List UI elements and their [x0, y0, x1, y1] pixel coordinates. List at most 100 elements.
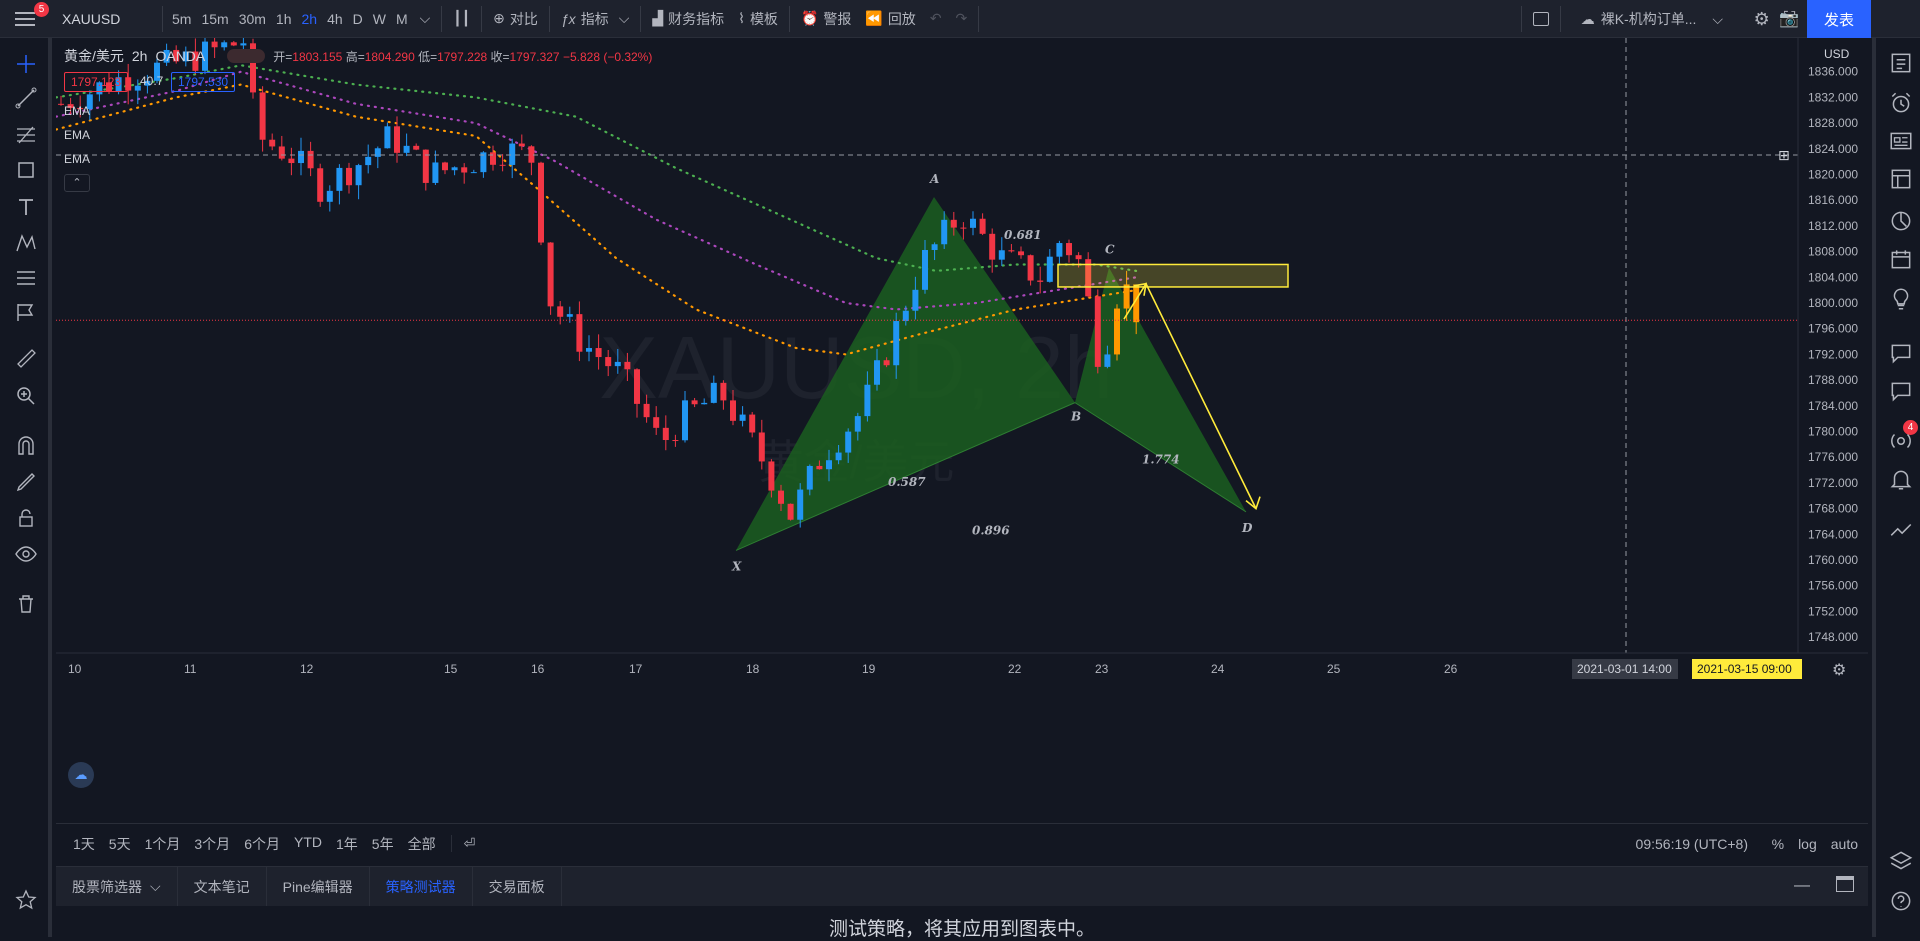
axis-settings-gear-icon[interactable]: ⚙ — [1832, 660, 1846, 679]
ema-label-3[interactable]: EMA — [64, 152, 91, 166]
timeframe-6[interactable]: 1年 — [335, 835, 358, 852]
trend-line-icon[interactable] — [14, 86, 38, 110]
ideas-bulb-icon[interactable] — [1888, 286, 1914, 312]
bid-price-box[interactable]: 1797.123 — [64, 72, 129, 92]
log-scale-toggle[interactable]: log — [1798, 835, 1817, 852]
news-icon[interactable] — [1888, 128, 1914, 154]
interval-4h[interactable]: 4h — [327, 10, 343, 27]
legend-symbol-name[interactable]: 黄金/美元 — [64, 48, 124, 64]
timeframe-2[interactable]: 1个月 — [144, 835, 181, 852]
text-icon[interactable] — [14, 195, 38, 219]
main-menu-button[interactable]: 5 — [0, 0, 50, 38]
pattern-icon[interactable] — [14, 231, 38, 255]
lock-icon[interactable] — [14, 506, 38, 530]
fib-icon[interactable] — [14, 123, 38, 147]
maximize-panel-button[interactable] — [1836, 876, 1854, 892]
ema-line-2[interactable] — [56, 70, 1138, 311]
financials-button[interactable]: ▟ 财务指标 — [652, 10, 725, 27]
eye-icon[interactable] — [14, 542, 38, 566]
clock-display[interactable]: 09:56:19 (UTC+8) — [1635, 835, 1748, 852]
ask-price-box[interactable]: 1797.530 — [171, 72, 236, 92]
layout-name-button[interactable]: ☁ 裸K-机构订单... ⌵ — [1580, 10, 1723, 28]
trash-icon[interactable] — [14, 592, 38, 616]
interval-dropdown[interactable]: ⌵ — [419, 10, 431, 26]
auto-scale-toggle[interactable]: auto — [1830, 835, 1858, 852]
ema-label-2[interactable]: EMA — [64, 128, 91, 142]
timeframe-8[interactable]: 全部 — [407, 835, 436, 852]
ema-line-1[interactable] — [56, 64, 1138, 273]
watchlist-icon[interactable] — [1888, 50, 1914, 76]
interval-30m[interactable]: 30m — [238, 10, 266, 27]
tab-text-notes[interactable]: 文本笔记 — [178, 867, 267, 906]
compare-button[interactable]: ⊕ 对比 — [493, 10, 538, 27]
hotlist-icon[interactable] — [1888, 208, 1914, 234]
pencil-lock-icon[interactable] — [14, 470, 38, 494]
timeframe-3[interactable]: 3个月 — [194, 835, 231, 852]
interval-1h[interactable]: 1h — [275, 10, 292, 27]
calendar-icon[interactable] — [1888, 246, 1914, 272]
star-icon[interactable] — [14, 888, 38, 912]
timeframe-7[interactable]: 5年 — [371, 835, 394, 852]
undo-button[interactable]: ↶ — [929, 10, 942, 26]
timeframe-1[interactable]: 5天 — [108, 835, 131, 852]
alarm-clock-icon[interactable] — [1888, 90, 1914, 116]
magnet-icon[interactable] — [14, 434, 38, 458]
timeframe-5[interactable]: YTD — [293, 833, 322, 850]
drawing-toolbar — [0, 38, 52, 937]
crosshair-icon[interactable] — [14, 52, 38, 76]
chat-icon[interactable] — [1888, 340, 1914, 366]
rectangle-icon[interactable] — [14, 158, 38, 182]
layout-select-button[interactable] — [1526, 0, 1556, 38]
interval-5m[interactable]: 5m — [172, 10, 192, 27]
icons-flag-icon[interactable] — [14, 300, 38, 324]
zoom-icon[interactable] — [14, 384, 38, 408]
add-alert-plus-icon[interactable]: ⊞ — [1778, 148, 1790, 164]
candle — [163, 43, 170, 66]
pattern-xab-triangle[interactable] — [736, 197, 1075, 551]
redo-button[interactable]: ↷ — [955, 10, 968, 26]
ema-line-3[interactable] — [56, 83, 1138, 356]
interval-D[interactable]: D — [352, 10, 363, 27]
notifications-bell-icon[interactable] — [1888, 466, 1914, 492]
layers-icon[interactable] — [1888, 848, 1914, 874]
chart-type-button[interactable]: ┃┃ — [446, 0, 477, 38]
fullscreen-button[interactable]: ⛶ — [1777, 0, 1802, 38]
price-axis[interactable] — [1798, 38, 1868, 798]
ruler-icon[interactable] — [14, 346, 38, 370]
tab-trading-panel[interactable]: 交易面板 — [473, 867, 562, 906]
data-window-icon[interactable] — [1888, 166, 1914, 192]
price-chart[interactable]: XAUUSD, 2h 黄金/美元 XABCD0.5870.6811.7740.8… — [56, 38, 1868, 798]
publish-button[interactable]: 发表 — [1807, 0, 1871, 38]
minimize-panel-button[interactable]: — — [1794, 877, 1810, 895]
date-range-button[interactable]: ⏎ — [450, 835, 483, 852]
interval-2h[interactable]: 2h — [301, 10, 318, 27]
tab-strategy-tester[interactable]: 策略测试器 — [370, 867, 473, 906]
tradingview-logo-icon[interactable]: ☁ — [68, 762, 94, 788]
candle — [787, 503, 794, 521]
interval-M[interactable]: M — [396, 10, 408, 27]
tab-stock-screener[interactable]: 股票筛选器 ⌵ — [56, 867, 178, 906]
timeframe-4[interactable]: 6个月 — [244, 835, 280, 852]
timeframe-0[interactable]: 1天 — [73, 835, 95, 852]
collapse-legend-button[interactable]: ⌃ — [64, 174, 90, 192]
order-panel-icon[interactable] — [1888, 518, 1914, 544]
interval-W[interactable]: W — [372, 10, 386, 27]
supply-zone-rectangle[interactable] — [1057, 263, 1289, 288]
currency-label[interactable]: USD — [1824, 47, 1850, 61]
tab-pine-editor[interactable]: Pine编辑器 — [267, 867, 370, 906]
candle — [125, 63, 132, 105]
prediction-icon[interactable] — [14, 266, 38, 290]
percent-scale-toggle[interactable]: % — [1771, 835, 1785, 852]
messages-icon[interactable] — [1888, 378, 1914, 404]
streams-icon[interactable] — [1888, 428, 1914, 454]
replay-button[interactable]: ⏪ 回放 — [865, 10, 916, 27]
alert-button[interactable]: ⏰ 警报 — [800, 10, 852, 27]
ema-label-1[interactable]: EMA — [64, 104, 91, 118]
settings-button[interactable]: ⚙ — [1747, 0, 1777, 38]
snapshot-button[interactable]: 📷 — [1772, 0, 1806, 38]
templates-button[interactable]: ⌇ 模板 — [738, 10, 778, 27]
interval-15m[interactable]: 15m — [201, 10, 229, 27]
help-icon[interactable] — [1888, 888, 1914, 914]
indicators-button[interactable]: ƒx 指标 ⌵ — [560, 10, 630, 27]
symbol-search[interactable]: XAUUSD — [62, 10, 121, 27]
